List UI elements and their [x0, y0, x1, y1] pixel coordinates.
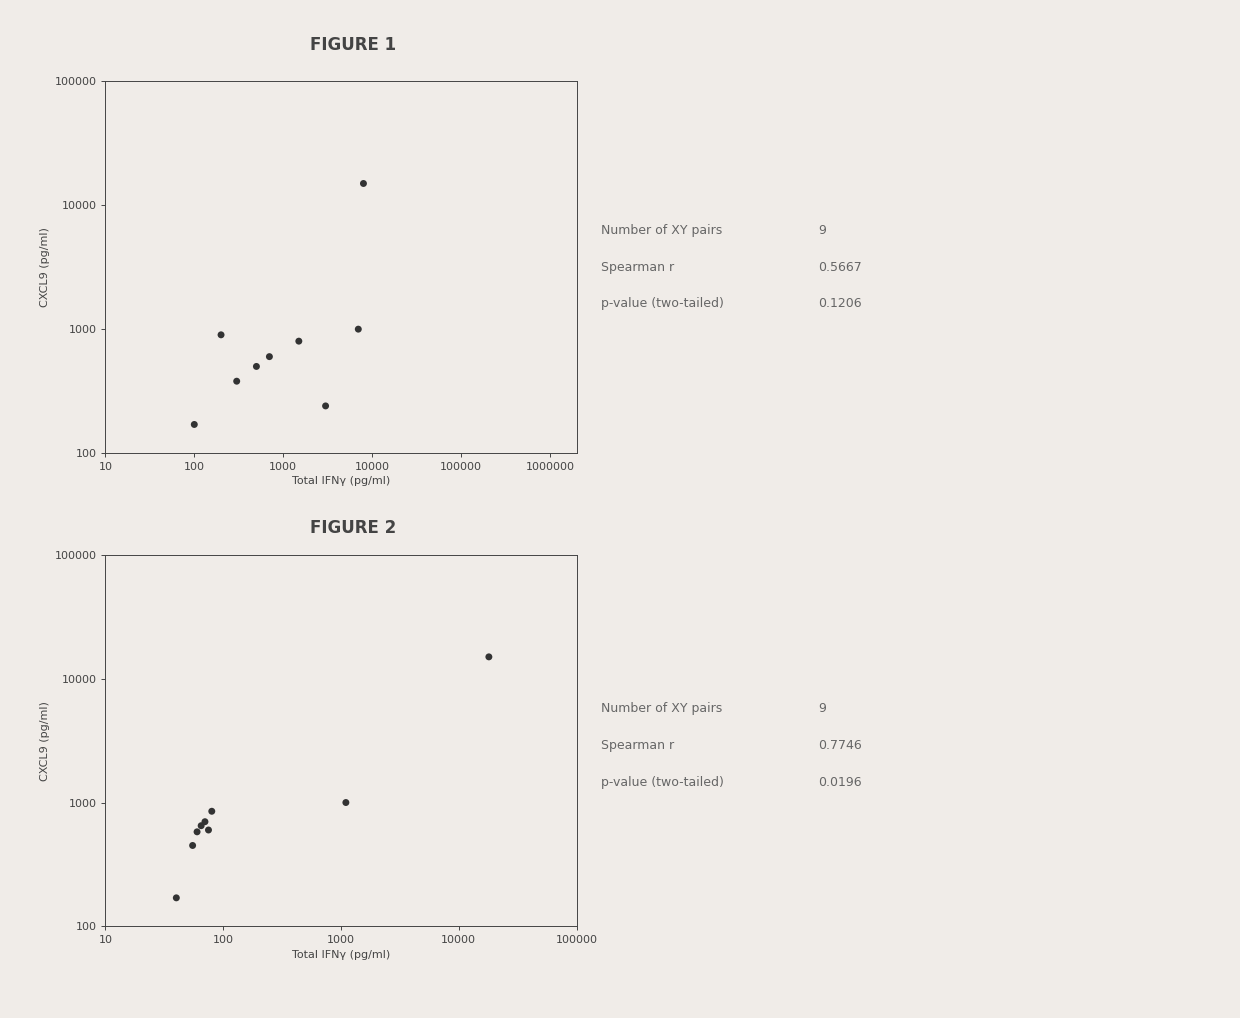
Point: [195, 813, 215, 830]
Point: [202, 803, 222, 819]
Text: Number of XY pairs: Number of XY pairs: [601, 224, 723, 237]
Point: [185, 416, 205, 433]
Point: [479, 648, 498, 665]
Point: [166, 890, 186, 906]
Text: FIGURE 1: FIGURE 1: [310, 36, 397, 54]
Point: [182, 838, 202, 854]
Text: p-value (two-tailed): p-value (two-tailed): [601, 776, 724, 789]
Text: 0.1206: 0.1206: [818, 297, 862, 310]
Text: FIGURE 2: FIGURE 2: [310, 519, 397, 538]
Point: [198, 822, 218, 838]
Point: [247, 358, 267, 375]
Text: 0.7746: 0.7746: [818, 739, 862, 752]
Y-axis label: CXCL9 (pg/ml): CXCL9 (pg/ml): [40, 700, 50, 781]
Point: [336, 794, 356, 810]
Point: [316, 398, 336, 414]
Text: Number of XY pairs: Number of XY pairs: [601, 702, 723, 716]
Point: [259, 348, 279, 364]
Point: [191, 817, 211, 834]
Point: [227, 373, 247, 389]
Text: Spearman r: Spearman r: [601, 261, 675, 274]
Text: Spearman r: Spearman r: [601, 739, 675, 752]
Point: [348, 321, 368, 337]
Text: 0.5667: 0.5667: [818, 261, 862, 274]
Text: 9: 9: [818, 224, 826, 237]
Point: [211, 327, 231, 343]
Point: [289, 333, 309, 349]
Y-axis label: CXCL9 (pg/ml): CXCL9 (pg/ml): [40, 227, 50, 307]
X-axis label: Total IFNγ (pg/ml): Total IFNγ (pg/ml): [291, 950, 391, 960]
Point: [187, 824, 207, 840]
Text: 0.0196: 0.0196: [818, 776, 862, 789]
X-axis label: Total IFNγ (pg/ml): Total IFNγ (pg/ml): [291, 476, 391, 487]
Text: 9: 9: [818, 702, 826, 716]
Point: [353, 175, 373, 191]
Text: p-value (two-tailed): p-value (two-tailed): [601, 297, 724, 310]
